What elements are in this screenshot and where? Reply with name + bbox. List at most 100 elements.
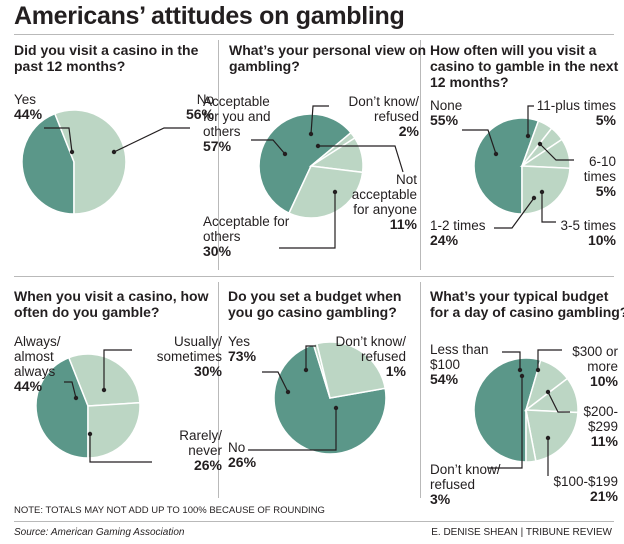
slice-label-300-or-more: $300 or more 10% xyxy=(548,344,618,389)
slice-percent: 30% xyxy=(203,243,232,259)
slice-name: $200- $299 xyxy=(583,404,618,434)
slice-name: Rarely/ never xyxy=(179,428,222,458)
footnote: NOTE: TOTALS MAY NOT ADD UP TO 100% BECA… xyxy=(14,505,325,516)
slice-name: $100-$199 xyxy=(553,474,618,489)
slice-label-1-2: 1-2 times 24% xyxy=(430,218,486,248)
chart-title: When you visit a casino, how often do yo… xyxy=(14,288,209,320)
slice-percent: 3% xyxy=(430,491,451,507)
chart-panel-set-budget: Do you set a budget when you go casino g… xyxy=(228,288,436,528)
chart-panel-typical-budget: What’s your typical budget for a day of … xyxy=(430,288,624,528)
column-divider-1 xyxy=(218,40,219,270)
slice-percent: 26% xyxy=(228,454,257,470)
slice-percent: 24% xyxy=(430,232,459,248)
slice-name: $300 or more xyxy=(572,344,618,374)
slice-label-usually: Usually/ sometimes 30% xyxy=(138,334,222,379)
chart-panel-casino-visit: Did you visit a casino in the past 12 mo… xyxy=(14,42,222,282)
slice-name: Don’t know/ refused xyxy=(335,334,406,364)
pie-slice-rarely-never xyxy=(87,401,141,459)
credit-line: E. DENISE SHEAN | TRIBUNE REVIEW xyxy=(431,527,612,538)
chart-panel-visit-frequency: How often will you visit a casino to gam… xyxy=(430,42,624,282)
slice-label-3-5: 3-5 times 10% xyxy=(544,218,616,248)
chart-title: What’s your personal view on gambling? xyxy=(229,42,427,74)
slice-percent: 1% xyxy=(385,363,406,379)
leader-lines xyxy=(44,127,190,155)
slice-percent: 11% xyxy=(389,216,417,232)
pie-slice-less-than-100 xyxy=(473,357,542,463)
pie-slice-yes xyxy=(21,112,75,215)
slice-percent: 26% xyxy=(193,457,222,473)
slice-name: None xyxy=(430,98,463,113)
chart-title: Do you set a budget when you go casino g… xyxy=(228,288,402,320)
slice-label-yes: Yes 44% xyxy=(14,92,42,122)
slice-label-yes: Yes 73% xyxy=(228,334,256,364)
pie-slice-1-2-times xyxy=(521,165,571,215)
chart-panel-personal-view: What’s your personal view on gambling? A… xyxy=(203,42,426,282)
slice-name: Always/ almost always xyxy=(14,334,61,379)
slice-label-rarely: Rarely/ never 26% xyxy=(152,428,222,473)
slice-percent: 57% xyxy=(203,138,232,154)
slice-label-dont-know: Don’t know/ refused 1% xyxy=(322,334,406,379)
leader-lines xyxy=(488,349,570,476)
slice-label-not-acceptable: Not acceptable for anyone 11% xyxy=(333,172,417,232)
pie-chart xyxy=(473,357,579,463)
chart-title: What’s your typical budget for a day of … xyxy=(430,288,624,320)
pie-slice-no xyxy=(315,341,387,399)
pie-slice-none xyxy=(473,117,540,215)
slice-label-acceptable-you-others: Acceptable for you and others 57% xyxy=(203,94,289,154)
slice-percent: 56% xyxy=(185,106,214,122)
leader-lines xyxy=(248,345,339,451)
slice-label-200-299: $200- $299 11% xyxy=(568,404,618,449)
slice-percent: 30% xyxy=(193,363,222,379)
slice-label-none: None 55% xyxy=(430,98,462,128)
slice-percent: 10% xyxy=(589,373,618,389)
slice-label-no: No 56% xyxy=(186,92,214,122)
slice-label-11-plus: 11-plus times 5% xyxy=(524,98,616,128)
slice-name: 3-5 times xyxy=(560,218,616,233)
slice-name: 1-2 times xyxy=(430,218,486,233)
pie-slice-don-t-know-refused xyxy=(525,409,537,463)
slice-label-no: No 26% xyxy=(228,440,256,470)
column-divider-4 xyxy=(420,282,421,498)
pie-chart xyxy=(21,109,127,215)
pie-slice-yes xyxy=(273,343,387,455)
chart-title: Did you visit a casino in the past 12 mo… xyxy=(14,42,199,74)
column-divider-2 xyxy=(420,40,421,270)
slice-label-always: Always/ almost always 44% xyxy=(14,334,74,394)
slice-percent: 73% xyxy=(228,348,257,364)
slice-percent: 54% xyxy=(430,371,459,387)
slice-name: No xyxy=(196,92,214,107)
slice-name: Don’t know/ refused xyxy=(430,462,501,492)
title-rule xyxy=(14,34,614,35)
slice-label-dont-know: Don’t know/ refused 3% xyxy=(430,462,520,507)
slice-percent: 44% xyxy=(14,378,43,394)
slice-percent: 21% xyxy=(589,488,618,504)
slice-name: Acceptable for others xyxy=(203,214,290,244)
leader-lines xyxy=(64,349,152,463)
slice-percent: 11% xyxy=(590,433,618,449)
page-title: Americans’ attitudes on gambling xyxy=(14,2,405,30)
pie-slice-acceptable-for-you-and-others xyxy=(258,113,353,215)
slice-percent: 55% xyxy=(430,112,459,128)
chart-title: How often will you visit a casino to gam… xyxy=(430,42,619,90)
slice-label-100-199: $100-$199 21% xyxy=(538,474,618,504)
row-divider xyxy=(14,276,614,277)
slice-percent: 5% xyxy=(595,183,616,199)
chart-panel-gamble-frequency: When you visit a casino, how often do yo… xyxy=(14,288,222,528)
slice-name: Usually/ sometimes xyxy=(156,334,222,364)
footer-rule xyxy=(14,521,614,522)
slice-name: Not acceptable for anyone xyxy=(351,172,417,217)
pie-slice-100-199 xyxy=(525,409,579,462)
pie-chart xyxy=(473,117,571,215)
slice-name: Acceptable for you and others xyxy=(203,94,271,139)
slice-name: Yes xyxy=(228,334,251,349)
slice-label-dont-know: Don’t know/ refused 2% xyxy=(335,94,419,139)
pie-slice-always-almost-always xyxy=(35,356,89,459)
column-divider-3 xyxy=(218,282,219,498)
pie-slice-acceptable-for-others xyxy=(288,165,364,219)
slice-name: No xyxy=(228,440,246,455)
slice-percent: 10% xyxy=(587,232,616,248)
slice-name: Yes xyxy=(14,92,37,107)
slice-name: Less than $100 xyxy=(430,342,489,372)
pie-slice-no xyxy=(53,109,127,215)
slice-percent: 2% xyxy=(398,123,419,139)
